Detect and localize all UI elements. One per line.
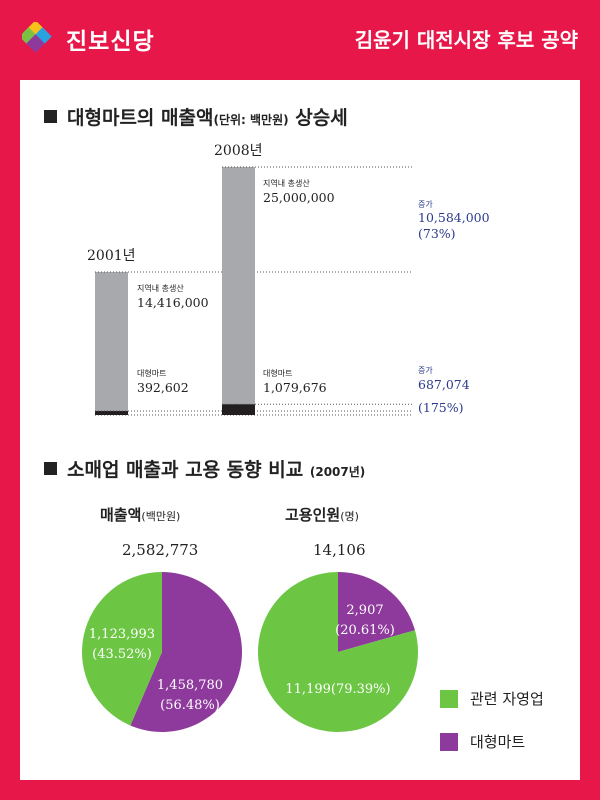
- slice-pct-label: (20.61%): [335, 623, 395, 638]
- pie-slice-mart: [338, 572, 415, 652]
- pie-chart-employment: 2,907 (20.61%) 11,199(79.39%): [258, 572, 418, 732]
- mart-label: 대형마트: [263, 369, 292, 378]
- pie2-title: 고용인원(명): [285, 506, 359, 524]
- pledge-title: 김윤기 대전시장 후보 공약: [354, 28, 578, 52]
- slice-pct-label: (43.52%): [92, 647, 152, 662]
- section1-title-text: 대형마트의 매출액: [67, 107, 214, 129]
- pie1-title: 매출액(백만원): [100, 506, 181, 524]
- pie2-total: 14,106: [313, 541, 366, 559]
- pie-slice-self-employed: [81, 572, 162, 726]
- square-bullet-icon: [44, 462, 57, 475]
- increase-pct: (175%): [418, 400, 464, 415]
- section1-title: 대형마트의 매출액(단위: 백만원) 상승세: [44, 103, 348, 130]
- section2-title-text: 소매업 매출과 고용 동향 비교: [67, 459, 304, 481]
- mart-value: 392,602: [137, 380, 189, 395]
- section2-year: (2007년): [309, 465, 366, 479]
- legend-swatch: [440, 689, 458, 708]
- pie-chart-sales: 1,123,993 (43.52%) 1,458,780 (56.48%): [81, 572, 242, 732]
- square-bullet-icon: [44, 110, 57, 123]
- pie1-total: 2,582,773: [122, 541, 199, 559]
- bar-mart-2001년: [95, 411, 128, 415]
- legend-item-self-employed: 관련 자영업: [440, 688, 544, 709]
- total-label: 지역내 총생산: [137, 283, 184, 293]
- party-name: 진보신당: [66, 29, 155, 55]
- bar-category-label: 2008년: [214, 143, 263, 159]
- total-value: 25,000,000: [263, 190, 335, 205]
- increase-label: 증가: [418, 366, 433, 375]
- increase-value: 10,584,000: [418, 210, 490, 225]
- bar-category-label: 2001년: [87, 248, 136, 264]
- bar-total-2001년: [95, 271, 128, 415]
- pie-slice-mart: [130, 572, 242, 732]
- slice-value-label: 1,123,993: [89, 627, 155, 642]
- slice-pct-label: (56.48%): [160, 698, 220, 713]
- bar-total-2008년: [222, 167, 255, 415]
- total-label: 지역내 총생산: [263, 178, 310, 188]
- mart-label: 대형마트: [137, 369, 166, 378]
- mart-value: 1,079,676: [263, 380, 327, 395]
- increase-label: 증가: [418, 200, 433, 209]
- slice-value-label: 2,907: [346, 603, 383, 618]
- legend-swatch: [440, 732, 458, 751]
- slice-value-label: 1,458,780: [157, 678, 223, 693]
- increase-pct: (73%): [418, 226, 456, 241]
- header: 진보신당 김윤기 대전시장 후보 공약: [0, 0, 600, 80]
- pie-slice-self-employed: [258, 572, 418, 732]
- section2-title: 소매업 매출과 고용 동향 비교 (2007년): [44, 455, 365, 482]
- bar-mart-2008년: [222, 404, 255, 415]
- increase-value: 687,074: [418, 377, 470, 392]
- legend: 관련 자영업 대형마트: [440, 688, 544, 774]
- total-value: 14,416,000: [137, 295, 209, 310]
- party-logo-icon: [22, 22, 52, 53]
- section1-unit: (단위: 백만원): [213, 113, 289, 127]
- pie2-unit: (명): [340, 510, 359, 523]
- legend-item-mart: 대형마트: [440, 731, 544, 752]
- slice-value-label: 11,199(79.39%): [285, 682, 390, 697]
- pie1-unit: (백만원): [141, 510, 181, 523]
- section1-trend: 상승세: [295, 107, 348, 129]
